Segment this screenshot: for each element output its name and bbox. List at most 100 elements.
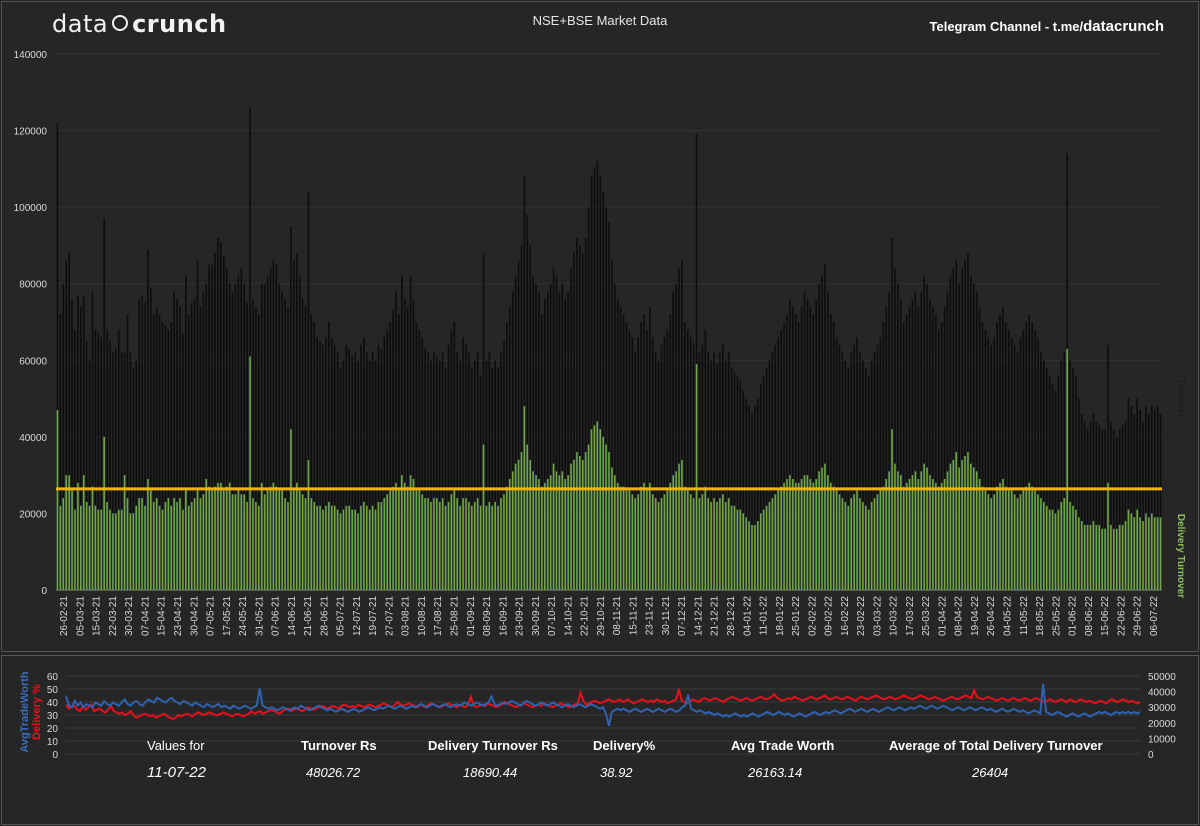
turnover-bar [742, 390, 745, 590]
turnover-bar [1025, 322, 1028, 590]
delivery-bar [363, 501, 365, 590]
delivery-bar [961, 459, 963, 590]
delivery-bar [319, 505, 321, 590]
delivery-bar [132, 513, 135, 590]
delivery-bar [812, 482, 815, 590]
main-x-tick-label: 05-03-21 [75, 596, 86, 636]
delivery-bar [579, 456, 581, 590]
delivery-bar [829, 482, 832, 590]
delivery-bar [573, 459, 575, 590]
delivery-bar [546, 478, 549, 590]
turnover-bar [526, 214, 529, 591]
delivery-bar [914, 471, 917, 590]
delivery-bar [640, 486, 642, 590]
turnover-bar [1022, 329, 1025, 590]
delivery-bar [529, 459, 532, 590]
logo: data crunch [52, 10, 227, 38]
turnover-bar [821, 276, 823, 590]
main-x-tick-label: 05-07-21 [336, 596, 347, 636]
turnover-bar [307, 191, 310, 591]
delivery-bar [1060, 501, 1063, 590]
turnover-bar [348, 348, 351, 590]
turnover-bar [120, 352, 123, 590]
turnover-bar [228, 283, 231, 590]
turnover-bar [266, 276, 269, 590]
delivery-bar [555, 471, 558, 590]
turnover-bar [748, 406, 750, 590]
delivery-bar [316, 505, 318, 590]
turnover-bar [371, 352, 374, 590]
main-x-tick-label: 22-03-21 [108, 596, 119, 636]
turnover-bar [1013, 344, 1016, 590]
delivery-bar [634, 498, 637, 590]
delivery-bar [418, 490, 421, 590]
main-x-tick-label: 06-07-22 [1149, 596, 1160, 636]
turnover-bar [713, 352, 715, 590]
delivery-bar [187, 505, 190, 590]
delivery-bar [433, 498, 435, 590]
delivery-turnover-value: 18690.44 [463, 765, 518, 780]
delivery-bar [543, 482, 546, 590]
main-x-tick-label: 30-09-21 [531, 596, 542, 636]
delivery-bar [532, 471, 534, 590]
turnover-bar [427, 352, 429, 590]
turnover-bar [138, 299, 140, 590]
turnover-bar [351, 356, 354, 590]
delivery-bar [115, 513, 117, 590]
delivery-bar [406, 486, 409, 590]
turnover-bar [284, 299, 286, 590]
turnover-bar [608, 222, 610, 590]
turnover-bar [214, 253, 216, 591]
delivery-bar [809, 478, 812, 590]
main-x-tick-label: 03-03-22 [872, 596, 883, 636]
turnover-bar [298, 276, 301, 590]
main-x-tick-label: 12-07-21 [352, 596, 363, 636]
delivery-bar [815, 478, 817, 590]
delivery-bar [438, 501, 441, 590]
delivery-bar [967, 452, 969, 590]
turnover-bar [599, 176, 602, 590]
main-x-tick-label: 14-12-21 [693, 596, 704, 636]
turnover-bar [794, 314, 797, 590]
turnover-bar [786, 314, 788, 590]
turnover-bar [587, 207, 590, 590]
turnover-bar [269, 268, 272, 590]
delivery-bar [853, 494, 855, 590]
avg-total-delivery-label: Average of Total Delivery Turnover [889, 738, 1103, 753]
turnover-bar [911, 299, 914, 590]
turnover-bar [1115, 436, 1118, 590]
delivery-bar [328, 501, 330, 590]
delivery-bar [631, 494, 634, 590]
turnover-bar [185, 276, 187, 590]
turnover-bar [891, 237, 893, 590]
delivery-bar [590, 429, 593, 590]
main-x-tick-label: 15-11-21 [628, 596, 639, 636]
turnover-bar [538, 291, 540, 590]
turnover-bar [672, 291, 675, 590]
turnover-bar [783, 322, 785, 590]
main-x-tick-label: 30-11-21 [661, 596, 672, 636]
turnover-bar [91, 291, 94, 590]
delivery-bar [272, 482, 275, 590]
turnover-bar [827, 291, 829, 590]
delivery-bar [885, 478, 888, 590]
turnover-bar [789, 299, 791, 590]
turnover-bar [293, 260, 295, 590]
delivery-bar [771, 498, 774, 590]
delivery-bar [281, 490, 283, 590]
delivery-bar [424, 498, 426, 590]
main-x-tick-label: 19-07-21 [368, 596, 379, 636]
delivery-bar [1028, 482, 1031, 590]
delivery-bar [1113, 528, 1115, 590]
turnover-bar [640, 322, 642, 590]
turnover-bar [701, 344, 704, 590]
delivery-bar [506, 486, 508, 590]
delivery-bar [173, 498, 175, 590]
delivery-bar [675, 471, 677, 590]
delivery-bar [307, 459, 310, 590]
turnover-bar [856, 337, 858, 590]
turnover-bar [220, 241, 222, 590]
turnover-bar [421, 337, 424, 590]
turnover-bar [1092, 413, 1095, 590]
turnover-bar [1153, 410, 1156, 590]
